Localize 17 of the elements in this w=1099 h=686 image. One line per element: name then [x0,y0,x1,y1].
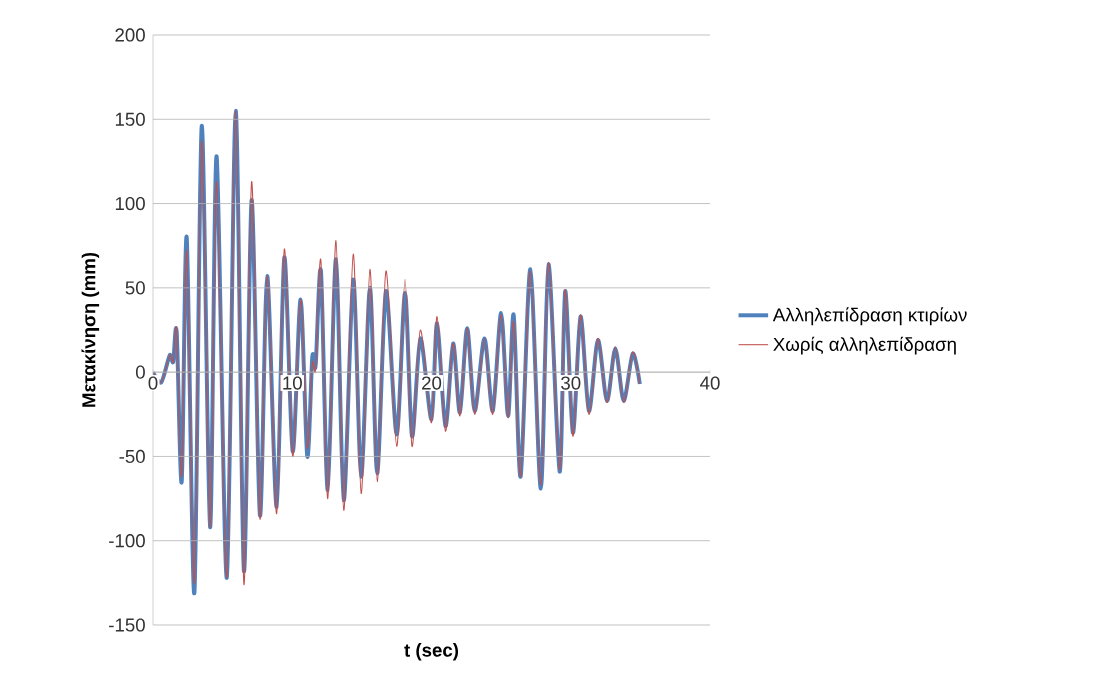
x-tick-label: 10 [283,376,302,390]
x-tick-label: 30 [561,376,581,390]
x-tick-label: 20 [422,376,442,390]
y-axis-title: Μετακίνηση (mm) [81,252,100,407]
y-tick-label: 150 [115,112,145,126]
x-tick-label: 0 [148,376,158,390]
y-tick-label: 100 [115,196,145,211]
y-tick-label: -50 [119,449,145,464]
y-tick-label: 0 [135,365,145,379]
y-tick-label: 200 [115,28,145,42]
x-tick-label: 40 [700,376,720,390]
legend-label: Χωρίς αλληλεπίδραση [773,336,956,355]
legend-label: Αλληλεπίδραση κτιρίων [772,307,967,326]
y-tick-label: 50 [125,281,145,295]
y-tick-label: -150 [109,618,145,632]
y-tick-label: -100 [109,534,145,548]
x-axis-title: t (sec) [404,643,459,661]
